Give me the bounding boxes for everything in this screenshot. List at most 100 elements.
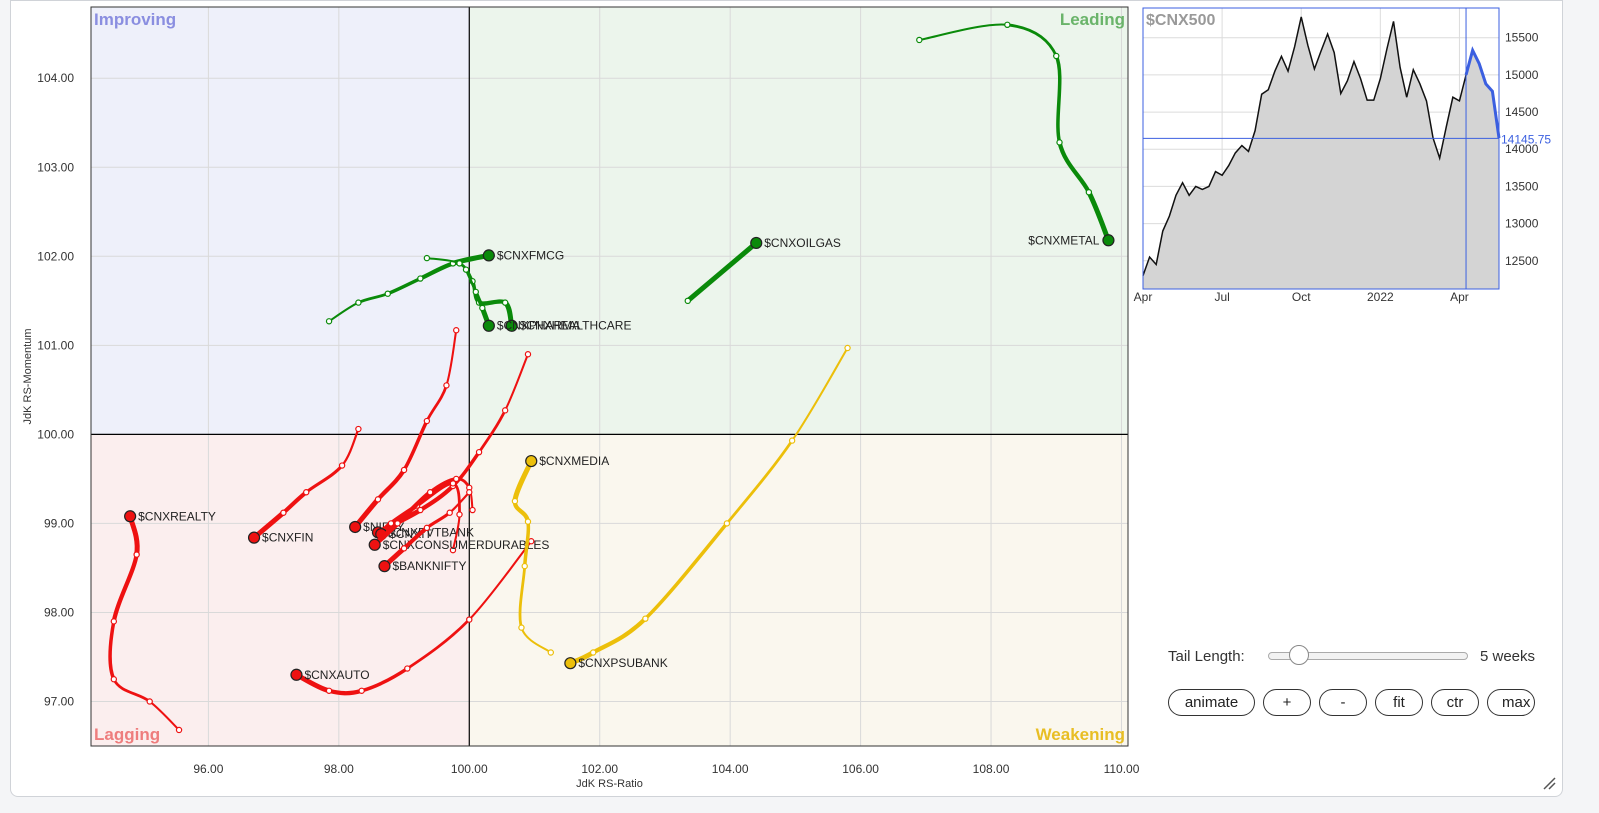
x-tick-label: 108.00 <box>973 762 1010 776</box>
mini-x-tick-label: Oct <box>1292 290 1311 304</box>
tail-point <box>528 538 535 545</box>
tail-point <box>400 545 408 552</box>
mini-y-tick-label: 13000 <box>1505 217 1539 231</box>
center-button[interactable]: ctr <box>1431 689 1479 716</box>
tail-point <box>423 524 431 532</box>
tail-segment <box>1005 23 1058 58</box>
zoom-out-button[interactable]: - <box>1319 689 1367 716</box>
mini-x-tick-label: Apr <box>1134 290 1153 304</box>
mini-x-tick-label: Jul <box>1214 290 1229 304</box>
tail-point <box>524 518 532 525</box>
head-point <box>349 520 362 534</box>
x-tick-label: 100.00 <box>451 762 488 776</box>
tail-length-label: Tail Length: <box>1168 647 1245 665</box>
series-cnxrealty: $CNXREALTY <box>108 509 216 734</box>
tail-segment <box>725 439 794 525</box>
tail-point <box>443 382 450 389</box>
symbol-label: $CNXPSUBANK <box>578 656 667 670</box>
tail-point <box>456 511 463 518</box>
tail-point <box>175 726 183 734</box>
tail-point <box>400 466 408 474</box>
tail-point <box>423 254 431 262</box>
tail-point <box>387 520 395 527</box>
tail-segment <box>1054 54 1062 145</box>
resize-grip-icon[interactable] <box>1540 774 1556 790</box>
tail-segment <box>477 408 507 454</box>
tail-point <box>462 266 470 273</box>
tail-point <box>303 489 310 496</box>
weakening-label: Weakening <box>1036 725 1125 744</box>
tail-point <box>466 616 473 623</box>
symbol-label: $CNXMETAL <box>1028 233 1099 247</box>
head-point <box>482 249 495 262</box>
head-point <box>378 560 391 573</box>
tail-point <box>325 318 333 325</box>
tail-point <box>684 297 691 305</box>
series-cnxmetal: $CNXMETAL <box>916 21 1115 247</box>
x-tick-label: 104.00 <box>712 762 749 776</box>
lagging-label: Lagging <box>94 725 160 744</box>
tail-length-slider-thumb[interactable] <box>1289 645 1309 665</box>
y-tick-label: 97.00 <box>44 694 74 708</box>
tail-point <box>511 497 519 505</box>
tail-point <box>449 546 457 554</box>
symbol-label: $CNXPVTBANK <box>386 525 474 539</box>
tail-segment <box>518 564 527 629</box>
y-axis-title: JdK RS-Momentum <box>22 329 34 425</box>
tail-point <box>394 520 401 527</box>
rrg-chart: 96.00 98.00 100.00 102.00 104.00 106.00 108.00… <box>22 6 1140 790</box>
series-cnxconsumerdurables: $CNXCONSUMERDURABLES <box>368 475 549 552</box>
tail-point <box>374 496 382 503</box>
tail-segment <box>418 483 456 513</box>
tail-point <box>521 562 528 570</box>
tail-segment <box>405 618 471 670</box>
symbol-label: $CNXAUTO <box>304 668 369 682</box>
symbol-label: $CNXMEDIA <box>539 454 609 468</box>
mini-y-tick-label: 14500 <box>1505 105 1539 119</box>
max-button[interactable]: max <box>1487 689 1535 716</box>
fit-button[interactable]: fit <box>1375 689 1423 716</box>
tail-point <box>466 489 473 496</box>
tail-segment <box>108 619 116 681</box>
tail-point <box>358 687 365 694</box>
tail-point <box>456 260 463 267</box>
tail-segment <box>476 299 508 306</box>
series-cnxpharma: $CNXPHARMA <box>462 266 580 333</box>
mini-y-tick-label: 15000 <box>1505 68 1539 82</box>
tail-point <box>788 437 796 444</box>
head-point <box>564 657 577 670</box>
head-point <box>247 531 261 544</box>
mini-highlight-line <box>1464 46 1501 139</box>
tail-point <box>384 290 391 297</box>
x-tick-label: 102.00 <box>581 762 618 776</box>
symbol-label: $CNXFMCG <box>497 248 564 262</box>
tail-point <box>469 506 476 514</box>
tail-segment <box>591 616 648 655</box>
tail-segment <box>326 688 364 696</box>
animate-button[interactable]: animate <box>1168 689 1255 716</box>
x-tick-label: 96.00 <box>193 762 223 776</box>
tail-segment <box>425 384 448 423</box>
mini-x-tick-label: Apr <box>1450 290 1469 304</box>
tail-segment <box>111 552 139 624</box>
series-cnxauto: $CNXAUTO <box>290 538 535 696</box>
tail-segment <box>1057 140 1091 195</box>
head-point <box>525 454 538 468</box>
zoom-in-button[interactable]: + <box>1263 689 1311 716</box>
chart-panel: 96.00 98.00 100.00 102.00 104.00 106.00 108.00… <box>10 0 1563 797</box>
head-point <box>505 319 518 332</box>
tail-length-slider[interactable] <box>1268 645 1468 665</box>
cnx500-mini-chart: 12500 13000 13500 14000 14500 15000 15500 14145… <box>1134 7 1551 304</box>
head-point <box>124 510 137 523</box>
leading-quadrant <box>469 7 1128 435</box>
leading-label: Leading <box>1060 10 1125 29</box>
mini-x-tick-label: 2022 <box>1367 290 1394 304</box>
tail-point <box>501 407 509 414</box>
y-tick-label: 100.00 <box>37 427 74 441</box>
mini-y-tick-label: 13500 <box>1505 179 1539 193</box>
mini-y-tick-label: 12500 <box>1505 254 1539 268</box>
tail-segment <box>112 677 152 703</box>
series-cnxit: $CNXIT <box>375 480 463 554</box>
y-tick-label: 101.00 <box>37 338 74 352</box>
tail-segment <box>395 490 433 526</box>
